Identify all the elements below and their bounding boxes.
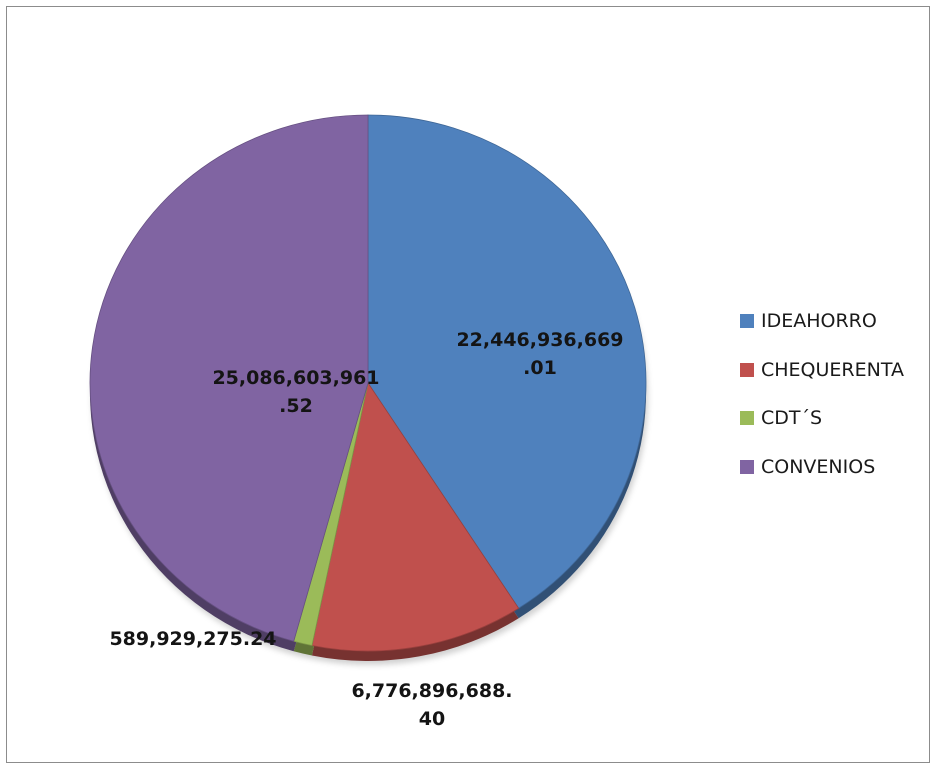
pie-data-labels: 22,446,936,669.01 6,776,896,688. 40 589,929… bbox=[109, 329, 623, 730]
pie-slice-chequerenta bbox=[311, 381, 520, 652]
pie-slice-convenios bbox=[89, 114, 369, 642]
legend-item-convenios: CONVENIOS bbox=[740, 443, 904, 492]
data-label-ideahorro: 22,446,936,669.01 bbox=[456, 329, 623, 379]
legend-label-cdt-s: CDT´S bbox=[761, 407, 823, 430]
legend-swatch-cdt-s bbox=[740, 411, 754, 426]
legend-swatch-chequerenta bbox=[740, 362, 754, 377]
legend-item-cdt-s: CDT´S bbox=[740, 394, 904, 443]
data-label-chequerenta: 6,776,896,688. 40 bbox=[351, 680, 512, 730]
data-label-cdt-s: 589,929,275.24 bbox=[109, 628, 276, 650]
legend-label-convenios: CONVENIOS bbox=[761, 455, 876, 478]
legend-item-ideahorro: IDEAHORRO bbox=[740, 297, 904, 346]
pie-slices bbox=[89, 114, 647, 652]
data-label-convenios: 25,086,603,961.52 bbox=[212, 367, 379, 417]
legend-item-chequerenta: CHEQUERENTA bbox=[740, 346, 904, 395]
pie-slice-ideahorro bbox=[367, 114, 647, 609]
legend-label-ideahorro: IDEAHORRO bbox=[761, 310, 877, 333]
legend-swatch-convenios bbox=[740, 459, 754, 474]
legend-swatch-ideahorro bbox=[740, 314, 754, 329]
legend: IDEAHORRO CHEQUERENTA CDT´S CONVENIOS bbox=[740, 297, 904, 491]
legend-label-chequerenta: CHEQUERENTA bbox=[761, 358, 904, 381]
